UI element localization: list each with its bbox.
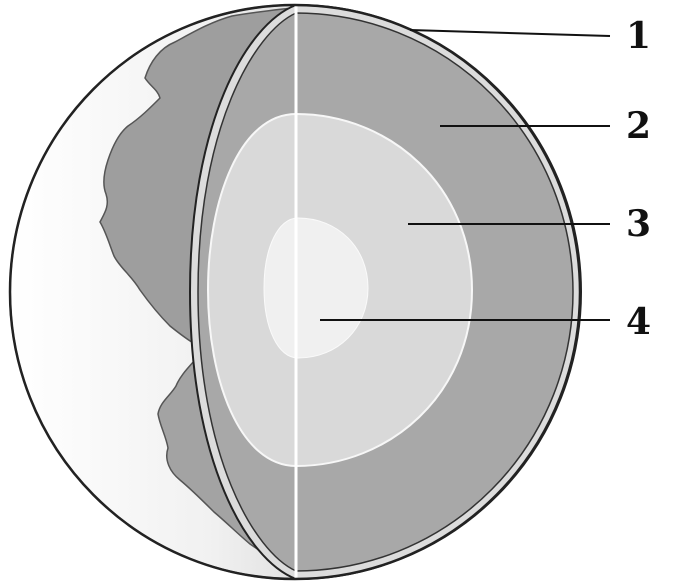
inner-core-layer xyxy=(263,217,369,359)
label-3: 3 xyxy=(626,203,651,245)
label-2: 2 xyxy=(626,105,651,147)
label-1: 1 xyxy=(626,15,651,57)
label-4: 4 xyxy=(626,301,651,343)
globe-outline xyxy=(8,3,582,581)
leader-line-1 xyxy=(409,29,611,37)
